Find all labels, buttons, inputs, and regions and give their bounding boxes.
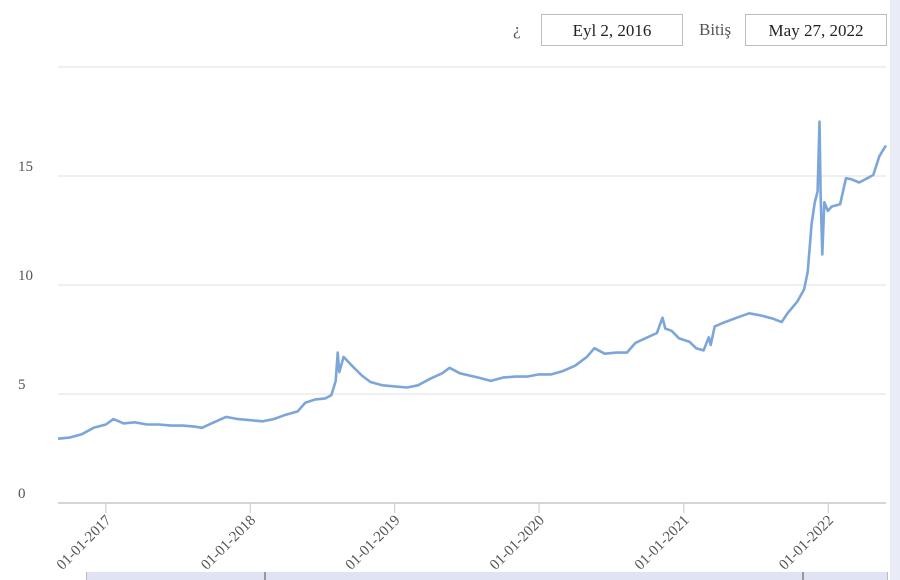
navigator-strip[interactable] [86, 572, 888, 580]
y-tick-label: 10 [18, 268, 33, 284]
navigator-handle-right[interactable] [802, 572, 804, 580]
x-tick-label: 01-01-2017 [54, 512, 115, 573]
x-tick-label: 01-01-2020 [487, 513, 548, 574]
series-line [57, 120, 888, 440]
y-tick-label: 0 [18, 486, 26, 502]
x-tick-label: 01-01-2018 [198, 513, 259, 574]
range-to-label: Bitiş [699, 20, 732, 39]
x-tick-label: 01-01-2022 [776, 513, 837, 574]
range-from-label: ¿ [513, 20, 521, 39]
navigator-handle-left[interactable] [264, 572, 266, 580]
x-axis-ticks: 01-01-2017 01-01-2018 01-01-2019 01-01-2020… [54, 503, 837, 573]
x-tick-label: 01-01-2021 [632, 513, 693, 574]
y-tick-label: 15 [18, 159, 33, 175]
y-tick-label: 5 [18, 377, 26, 393]
date-range-selector: ¿ Eyl 2, 2016 Bitiş May 27, 2022 [0, 14, 890, 48]
y-axis-ticks: 0 5 10 15 [18, 159, 33, 502]
range-to-input[interactable]: May 27, 2022 [745, 14, 887, 46]
x-tick-label: 01-01-2019 [343, 513, 404, 574]
grid-lines [58, 66, 886, 504]
range-from-input[interactable]: Eyl 2, 2016 [541, 14, 683, 46]
